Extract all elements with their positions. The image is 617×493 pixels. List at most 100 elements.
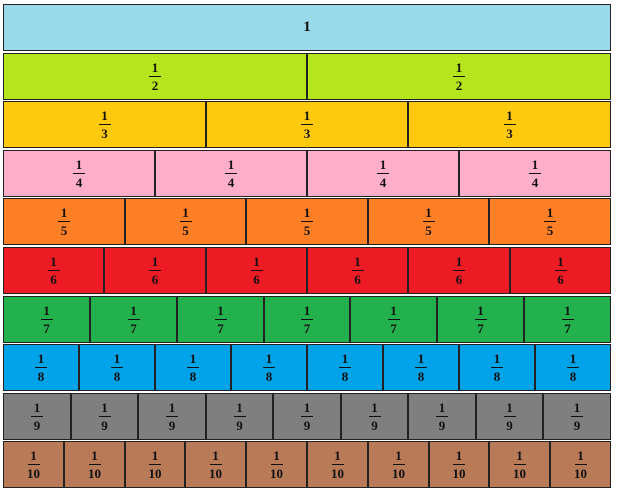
fraction-piece: 1 10 xyxy=(429,441,489,489)
fraction-denominator: 6 xyxy=(50,272,57,287)
fraction-numerator: 1 xyxy=(425,205,432,221)
fraction-numerator: 1 xyxy=(354,254,361,269)
fraction-numerator: 1 xyxy=(37,351,45,367)
fraction-numerator: 1 xyxy=(265,351,273,367)
fraction-row-whole: 1 xyxy=(3,4,611,51)
fraction-denominator: 5 xyxy=(303,223,311,239)
fraction-bar xyxy=(503,124,516,126)
fraction-bar xyxy=(392,464,405,466)
fraction-piece: 1 10 xyxy=(125,441,185,489)
fraction-label: 1 10 xyxy=(149,449,162,480)
fraction-denominator: 6 xyxy=(253,272,260,287)
fraction-numerator: 1 xyxy=(273,448,280,464)
fraction-numerator: 1 xyxy=(341,351,349,367)
fraction-label: 1 10 xyxy=(574,449,587,480)
fraction-bar xyxy=(544,221,556,223)
fraction-bar xyxy=(301,221,313,223)
fraction-denominator: 7 xyxy=(477,320,484,336)
fraction-label: 1 10 xyxy=(27,449,40,480)
fraction-bar xyxy=(453,75,465,77)
fraction-bar xyxy=(35,367,47,369)
fraction-piece: 1 10 xyxy=(185,441,246,489)
fraction-denominator: 10 xyxy=(88,466,101,482)
fraction-label: 1 10 xyxy=(270,449,283,480)
fraction-numerator: 1 xyxy=(151,59,159,75)
fraction-denominator: 8 xyxy=(341,369,349,385)
fraction-bar xyxy=(453,270,465,271)
fraction-bar xyxy=(263,367,275,369)
fraction-numerator: 1 xyxy=(303,205,311,221)
fraction-denominator: 6 xyxy=(557,272,564,287)
fraction-numerator: 1 xyxy=(43,302,50,318)
fraction-bar xyxy=(474,318,487,320)
fraction-bar xyxy=(166,415,178,417)
fraction-bar xyxy=(301,318,313,320)
fraction-numerator: 1 xyxy=(455,59,463,75)
fraction-denominator: 10 xyxy=(331,466,344,482)
fraction-bar xyxy=(111,367,123,369)
fraction-numerator: 1 xyxy=(557,254,564,269)
fraction-bar xyxy=(31,415,43,417)
fraction-numerator: 1 xyxy=(212,448,219,464)
fraction-numerator: 1 xyxy=(151,448,159,464)
fraction-numerator: 1 xyxy=(493,351,501,367)
fraction-denominator: 7 xyxy=(130,320,137,336)
fraction-piece: 1 10 xyxy=(550,441,611,489)
fraction-bar xyxy=(98,415,111,417)
fraction-numerator: 1 xyxy=(516,448,523,464)
fraction-numerator: 1 xyxy=(30,448,37,464)
fraction-denominator: 10 xyxy=(574,466,587,482)
fraction-numerator: 1 xyxy=(564,302,571,318)
fraction-denominator: 3 xyxy=(303,126,311,142)
fraction-numerator: 1 xyxy=(182,205,189,221)
fraction-bar xyxy=(250,270,263,271)
fraction-denominator: 5 xyxy=(60,223,68,239)
fraction-numerator: 1 xyxy=(577,448,584,464)
fraction-denominator: 2 xyxy=(151,77,159,93)
fraction-denominator: 9 xyxy=(506,417,513,433)
fraction-bar xyxy=(27,464,40,466)
fraction-numerator: 1 xyxy=(75,156,83,172)
fraction-bar xyxy=(301,415,313,417)
fraction-denominator: 10 xyxy=(27,466,40,482)
fraction-piece: 1 xyxy=(3,4,611,51)
fraction-bar xyxy=(503,415,516,417)
fraction-label: 1 10 xyxy=(513,449,526,480)
fraction-numerator: 1 xyxy=(455,448,463,464)
fraction-bar xyxy=(453,464,465,466)
fraction-denominator: 9 xyxy=(101,417,108,433)
fraction-numerator: 1 xyxy=(91,448,98,464)
